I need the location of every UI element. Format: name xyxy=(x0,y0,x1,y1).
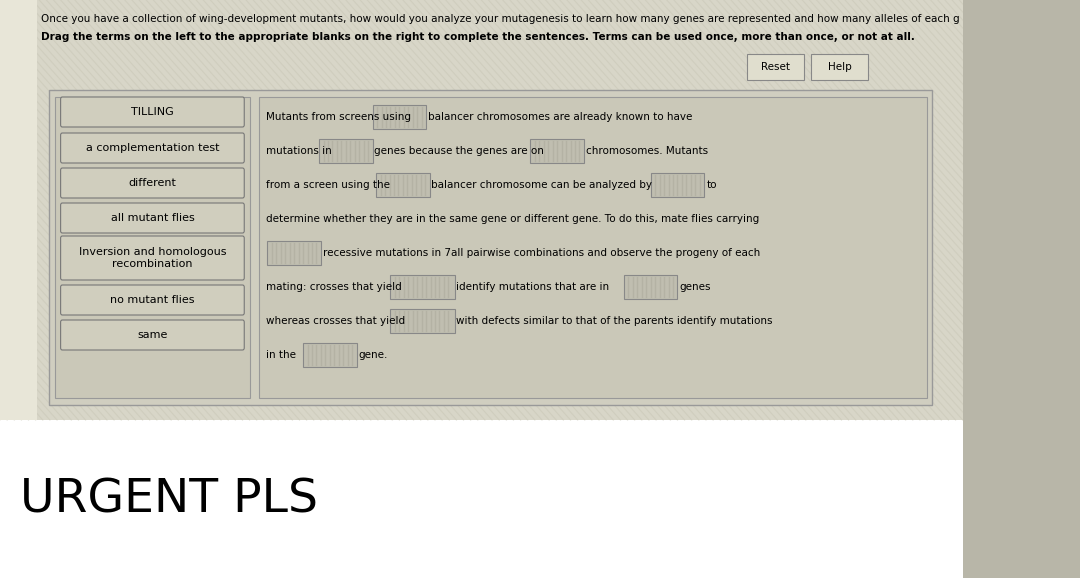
Text: different: different xyxy=(129,178,176,188)
FancyBboxPatch shape xyxy=(0,0,962,420)
Text: no mutant flies: no mutant flies xyxy=(110,295,194,305)
Text: in the: in the xyxy=(266,350,296,360)
FancyBboxPatch shape xyxy=(373,105,427,129)
Text: Help: Help xyxy=(828,62,852,72)
Text: with defects similar to that of the parents identify mutations: with defects similar to that of the pare… xyxy=(457,316,773,326)
Text: mating: crosses that yield: mating: crosses that yield xyxy=(266,282,402,292)
Text: a complementation test: a complementation test xyxy=(85,143,219,153)
FancyBboxPatch shape xyxy=(391,275,455,299)
Text: balancer chromosomes are already known to have: balancer chromosomes are already known t… xyxy=(428,112,692,122)
FancyBboxPatch shape xyxy=(60,203,244,233)
FancyBboxPatch shape xyxy=(60,320,244,350)
FancyBboxPatch shape xyxy=(258,97,927,398)
Text: recessive mutations in 7all pairwise combinations and observe the progeny of eac: recessive mutations in 7all pairwise com… xyxy=(323,248,760,258)
FancyBboxPatch shape xyxy=(60,285,244,315)
Text: genes: genes xyxy=(679,282,711,292)
FancyBboxPatch shape xyxy=(60,97,244,127)
Text: all mutant flies: all mutant flies xyxy=(110,213,194,223)
Text: Drag the terms on the left to the appropriate blanks on the right to complete th: Drag the terms on the left to the approp… xyxy=(41,32,915,42)
FancyBboxPatch shape xyxy=(55,97,249,398)
FancyBboxPatch shape xyxy=(530,139,584,163)
Text: TILLING: TILLING xyxy=(131,107,174,117)
FancyBboxPatch shape xyxy=(651,173,704,197)
FancyBboxPatch shape xyxy=(60,168,244,198)
Text: Reset: Reset xyxy=(761,62,791,72)
Text: genes because the genes are on: genes because the genes are on xyxy=(375,146,544,156)
FancyBboxPatch shape xyxy=(49,90,932,405)
Text: chromosomes. Mutants: chromosomes. Mutants xyxy=(585,146,707,156)
FancyBboxPatch shape xyxy=(391,309,455,333)
Text: balancer chromosome can be analyzed by: balancer chromosome can be analyzed by xyxy=(431,180,652,190)
Text: determine whether they are in the same gene or different gene. To do this, mate : determine whether they are in the same g… xyxy=(266,214,759,224)
Text: gene.: gene. xyxy=(359,350,388,360)
FancyBboxPatch shape xyxy=(60,236,244,280)
FancyBboxPatch shape xyxy=(0,0,38,420)
Text: identify mutations that are in: identify mutations that are in xyxy=(457,282,609,292)
FancyBboxPatch shape xyxy=(0,420,962,578)
FancyBboxPatch shape xyxy=(624,275,677,299)
Text: Inversion and homologous
recombination: Inversion and homologous recombination xyxy=(79,247,226,269)
FancyBboxPatch shape xyxy=(268,241,321,265)
FancyBboxPatch shape xyxy=(319,139,373,163)
Text: Once you have a collection of wing-development mutants, how would you analyze yo: Once you have a collection of wing-devel… xyxy=(41,14,960,24)
Text: mutations in: mutations in xyxy=(266,146,332,156)
FancyBboxPatch shape xyxy=(747,54,804,80)
Text: whereas crosses that yield: whereas crosses that yield xyxy=(266,316,405,326)
Text: to: to xyxy=(707,180,717,190)
FancyBboxPatch shape xyxy=(376,173,430,197)
Text: Mutants from screens using: Mutants from screens using xyxy=(266,112,410,122)
FancyBboxPatch shape xyxy=(303,343,356,367)
Text: same: same xyxy=(137,330,167,340)
FancyBboxPatch shape xyxy=(60,133,244,163)
Text: URGENT PLS: URGENT PLS xyxy=(19,477,318,523)
FancyBboxPatch shape xyxy=(811,54,868,80)
Text: from a screen using the: from a screen using the xyxy=(266,180,390,190)
